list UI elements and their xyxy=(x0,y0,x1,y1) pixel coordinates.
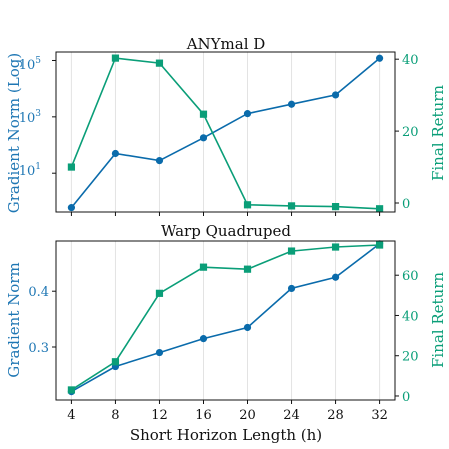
final-return-point xyxy=(243,265,252,273)
y-tick-label-right: 20 xyxy=(402,125,419,140)
x-tick-label: 12 xyxy=(151,408,168,423)
subplot-title: Warp Quadruped xyxy=(161,222,291,240)
gradient-norm-point xyxy=(199,134,208,142)
gradient-norm-point xyxy=(199,335,208,343)
final-return-point xyxy=(155,59,164,67)
grid xyxy=(70,241,381,400)
y-tick-label-right: 20 xyxy=(402,350,419,365)
y-tick-label: 0.3 xyxy=(28,341,49,356)
x-tick-label: 8 xyxy=(111,408,119,423)
gradient-norm-point xyxy=(331,91,340,99)
gradient-norm-point xyxy=(155,157,164,165)
y-axis-label: Gradient Norm xyxy=(5,262,23,377)
y-tick-label-right: 0 xyxy=(402,197,410,212)
y-tick-label-right: 0 xyxy=(402,390,410,405)
final-return-point xyxy=(375,241,384,249)
x-axis-label: Short Horizon Length (h) xyxy=(130,426,322,444)
final-return-line xyxy=(70,244,380,391)
gradient-norm-point xyxy=(111,149,120,158)
series-group xyxy=(67,54,384,213)
subplot-warp: Warp Quadruped 4 8 12 16 20 24 28 32 0.3 0.4 0 20 40… xyxy=(5,222,447,444)
y-tick-label-right: 60 xyxy=(402,269,419,284)
plot-frame xyxy=(55,240,396,401)
final-return-point xyxy=(243,201,252,209)
y-axis-label-right: Final Return xyxy=(429,272,447,368)
final-return-point xyxy=(67,386,76,394)
gradient-norm-point xyxy=(287,100,296,108)
plot-frame xyxy=(55,51,396,213)
gradient-norm-point xyxy=(287,284,296,293)
gradient-norm-point xyxy=(243,110,252,118)
y-tick-label: 105 xyxy=(19,56,42,73)
gradient-norm-point xyxy=(331,273,340,281)
final-return-point xyxy=(287,202,296,210)
x-tick-label: 32 xyxy=(371,408,388,423)
gradient-norm-point xyxy=(67,204,76,212)
x-tick-label: 24 xyxy=(283,408,300,423)
final-return-point xyxy=(155,289,164,297)
series-group xyxy=(67,240,384,396)
gradient-norm-point xyxy=(155,348,164,357)
final-return-line xyxy=(70,57,380,210)
final-return-point xyxy=(375,205,384,213)
final-return-point xyxy=(111,54,120,62)
y-axis-label: Gradient Norm (Log) xyxy=(5,53,23,213)
grid xyxy=(70,52,381,212)
ticks: 101 103 105 0 20 40 xyxy=(19,53,419,216)
ticks: 4 8 12 16 20 24 28 32 0.3 0.4 0 20 40 60 xyxy=(28,269,418,423)
x-tick-label: 4 xyxy=(67,408,75,423)
y-tick-label: 0.4 xyxy=(28,285,49,300)
gradient-norm-point xyxy=(375,54,384,62)
gradient-norm-line xyxy=(71,243,381,393)
final-return-point xyxy=(331,243,340,251)
final-return-point xyxy=(331,203,340,211)
x-tick-label: 28 xyxy=(327,408,344,423)
y-axis-label-right: Final Return xyxy=(429,85,447,181)
final-return-point xyxy=(287,247,296,255)
final-return-point xyxy=(199,263,208,271)
x-tick-label: 20 xyxy=(239,408,256,423)
final-return-point xyxy=(111,358,120,366)
y-tick-label-right: 40 xyxy=(402,53,419,68)
final-return-point xyxy=(67,163,76,171)
subplot-anymal: ANYmal D 101 103 105 0 20 40 Gradient Norm… xyxy=(5,35,447,216)
y-tick-label-right: 40 xyxy=(402,309,419,324)
gradient-norm-point xyxy=(243,323,252,332)
y-tick-label: 101 xyxy=(19,162,41,179)
x-tick-label: 16 xyxy=(195,408,212,423)
gradient-norm-line xyxy=(70,57,381,209)
final-return-point xyxy=(199,110,208,118)
subplot-title: ANYmal D xyxy=(186,35,266,53)
y-tick-label: 103 xyxy=(19,109,42,126)
